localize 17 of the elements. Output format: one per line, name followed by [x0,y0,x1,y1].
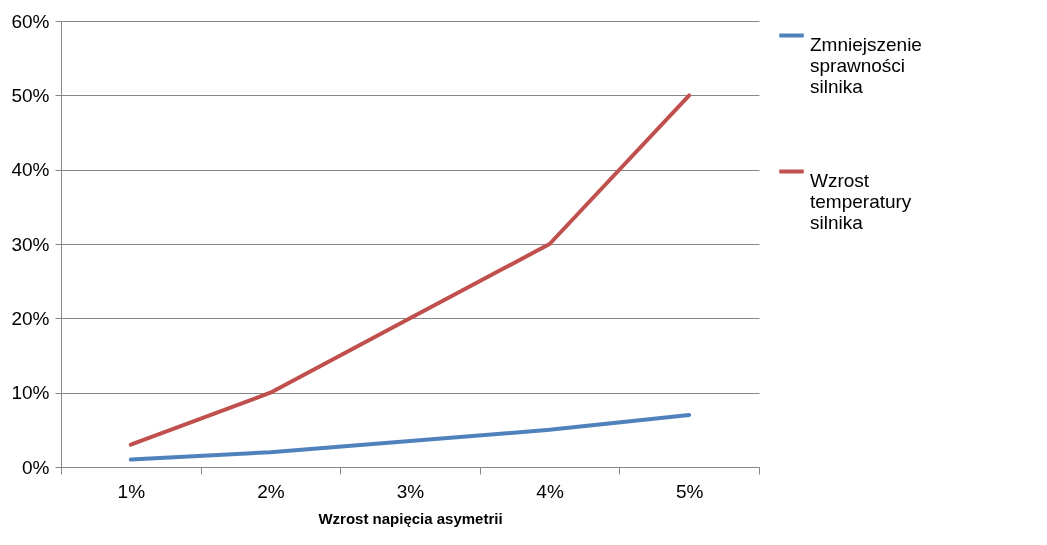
y-tick-label: 60% [11,10,50,32]
y-tick-label: 0% [22,456,50,478]
y-tick-label: 20% [11,307,50,329]
y-tick-label: 10% [11,382,50,404]
line-series [128,93,692,447]
legend-label: Wzrost temperatury silnika [810,169,912,233]
x-tick-label: 2% [257,480,285,502]
legend-label: Zmniejszenie sprawności silnika [810,33,922,97]
x-tick-label: 5% [675,480,704,502]
x-axis-title: Wzrost napięcia asymetrii [318,509,503,527]
x-tick-label: 3% [396,480,425,502]
y-tick-label: 30% [11,233,50,255]
y-tick-label: 40% [11,159,50,181]
y-tick-label: 50% [11,84,50,106]
line-series [128,412,692,462]
x-tick-label: 1% [117,480,146,502]
x-tick-label: 4% [536,480,564,502]
